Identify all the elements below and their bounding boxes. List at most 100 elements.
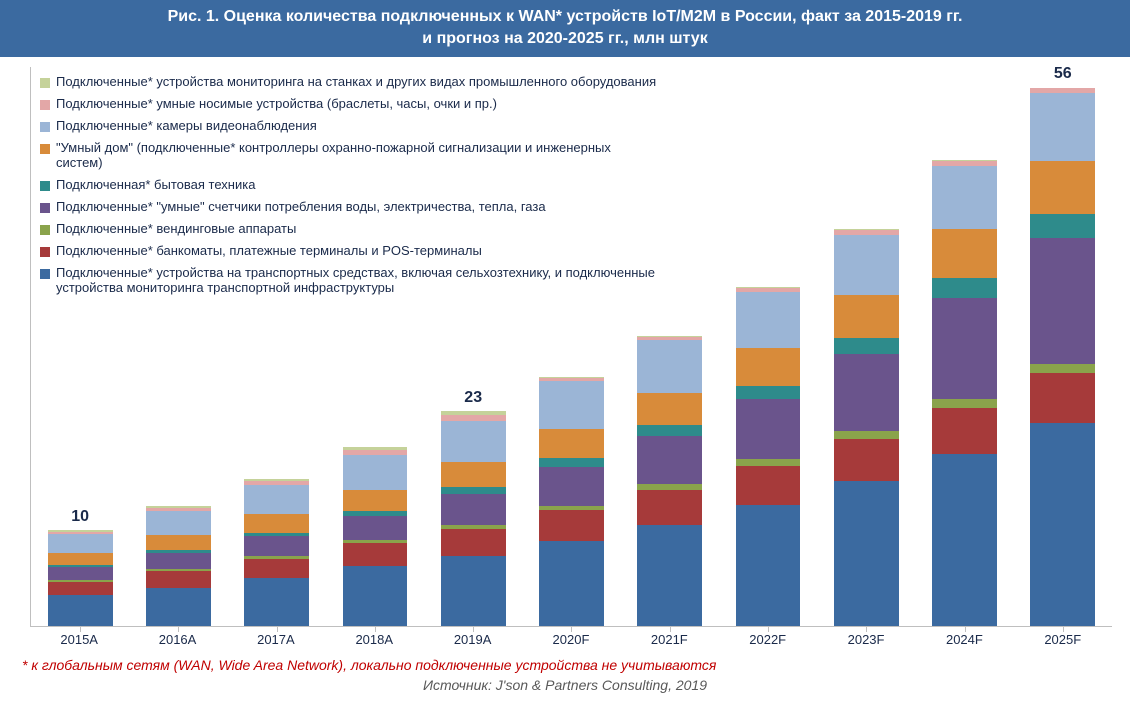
source: Источник: J'son & Partners Consulting, 2… — [0, 673, 1130, 693]
bar-segment — [343, 516, 408, 540]
x-label: 2019A — [423, 627, 521, 653]
legend-item: Подключенная* бытовая техника — [40, 178, 660, 193]
bar-segment — [48, 582, 113, 596]
bar-segment — [1030, 238, 1095, 364]
bar-segment — [539, 510, 604, 541]
bar-slot — [915, 160, 1013, 626]
bar-segment — [539, 429, 604, 458]
x-label: 2023F — [817, 627, 915, 653]
bar-segment — [146, 535, 211, 550]
stacked-bar — [244, 479, 309, 627]
chart-area: Подключенные* устройства мониторинга на … — [0, 57, 1130, 653]
legend-swatch-icon — [40, 78, 50, 88]
legend-label: Подключенные* "умные" счетчики потреблен… — [56, 200, 546, 215]
bar-segment — [343, 543, 408, 566]
bar-segment — [1030, 423, 1095, 626]
bar-segment — [539, 381, 604, 429]
bar-slot — [228, 479, 326, 627]
stacked-bar — [637, 336, 702, 627]
legend-item: Подключенные* умные носимые устройства (… — [40, 97, 660, 112]
legend-label: Подключенная* бытовая техника — [56, 178, 255, 193]
bar-segment — [637, 340, 702, 392]
bar-segment — [834, 431, 899, 439]
bar-segment — [441, 421, 506, 463]
legend-swatch-icon — [40, 181, 50, 191]
bar-segment — [834, 295, 899, 337]
bar-segment — [637, 393, 702, 426]
stacked-bar — [1030, 88, 1095, 627]
legend-label: "Умный дом" (подключенные* контроллеры о… — [56, 141, 660, 171]
bar-segment — [441, 487, 506, 494]
stacked-bar — [932, 160, 997, 626]
bar-segment — [1030, 364, 1095, 374]
bar-slot — [817, 229, 915, 626]
bar-segment — [834, 338, 899, 354]
bar-segment — [932, 229, 997, 277]
legend-label: Подключенные* камеры видеонаблюдения — [56, 119, 317, 134]
bar-slot: 23 — [424, 411, 522, 626]
bar-segment — [736, 292, 801, 348]
bar-segment — [244, 514, 309, 532]
bar-segment — [1030, 214, 1095, 238]
chart-title-line2: и прогноз на 2020-2025 гг., млн штук — [20, 28, 1110, 50]
x-label: 2022F — [719, 627, 817, 653]
stacked-bar — [539, 377, 604, 626]
bar-segment — [244, 559, 309, 578]
legend-item: Подключенные* устройства мониторинга на … — [40, 75, 660, 90]
legend-swatch-icon — [40, 144, 50, 154]
stacked-bar — [736, 287, 801, 626]
bar-segment — [244, 536, 309, 555]
bar-segment — [441, 556, 506, 626]
x-label: 2025F — [1014, 627, 1112, 653]
bar-segment — [539, 541, 604, 626]
bar-segment — [244, 578, 309, 626]
legend-label: Подключенные* умные носимые устройства (… — [56, 97, 497, 112]
bar-segment — [48, 553, 113, 566]
x-label: 2021F — [620, 627, 718, 653]
bar-segment — [1030, 161, 1095, 214]
stacked-bar — [146, 506, 211, 627]
bar-segment — [48, 534, 113, 553]
bar-segment — [736, 459, 801, 466]
x-label: 2017A — [227, 627, 325, 653]
bar-segment — [932, 298, 997, 399]
bar-segment — [834, 235, 899, 295]
bar-segment — [146, 571, 211, 587]
bar-segment — [441, 462, 506, 487]
legend: Подключенные* устройства мониторинга на … — [40, 75, 660, 302]
x-axis-labels: 2015A2016A2017A2018A2019A2020F2021F2022F… — [30, 627, 1112, 653]
legend-label: Подключенные* банкоматы, платежные терми… — [56, 244, 482, 259]
bar-segment — [932, 399, 997, 408]
bar-slot — [129, 506, 227, 627]
legend-swatch-icon — [40, 203, 50, 213]
bar-segment — [244, 485, 309, 514]
bar-segment — [48, 595, 113, 626]
legend-swatch-icon — [40, 122, 50, 132]
legend-item: "Умный дом" (подключенные* контроллеры о… — [40, 141, 660, 171]
x-label: 2015A — [30, 627, 128, 653]
bar-total-label: 10 — [31, 508, 129, 526]
bar-segment — [834, 354, 899, 431]
bar-segment — [736, 399, 801, 459]
legend-label: Подключенные* устройства мониторинга на … — [56, 75, 656, 90]
bar-slot: 10 — [31, 530, 129, 626]
bar-segment — [343, 490, 408, 511]
legend-swatch-icon — [40, 269, 50, 279]
bar-segment — [343, 455, 408, 490]
chart-title-line1: Рис. 1. Оценка количества подключенных к… — [20, 6, 1110, 28]
bar-segment — [834, 481, 899, 626]
bar-segment — [637, 436, 702, 484]
legend-item: Подключенные* "умные" счетчики потреблен… — [40, 200, 660, 215]
bar-segment — [1030, 93, 1095, 161]
legend-swatch-icon — [40, 225, 50, 235]
bar-slot — [621, 336, 719, 627]
bar-segment — [441, 494, 506, 525]
bar-segment — [48, 567, 113, 580]
legend-item: Подключенные* вендинговые аппараты — [40, 222, 660, 237]
bar-segment — [736, 505, 801, 627]
legend-label: Подключенные* вендинговые аппараты — [56, 222, 296, 237]
bar-total-label: 56 — [1014, 65, 1112, 83]
bar-slot: 56 — [1014, 88, 1112, 627]
x-label: 2020F — [522, 627, 620, 653]
bar-segment — [932, 454, 997, 626]
